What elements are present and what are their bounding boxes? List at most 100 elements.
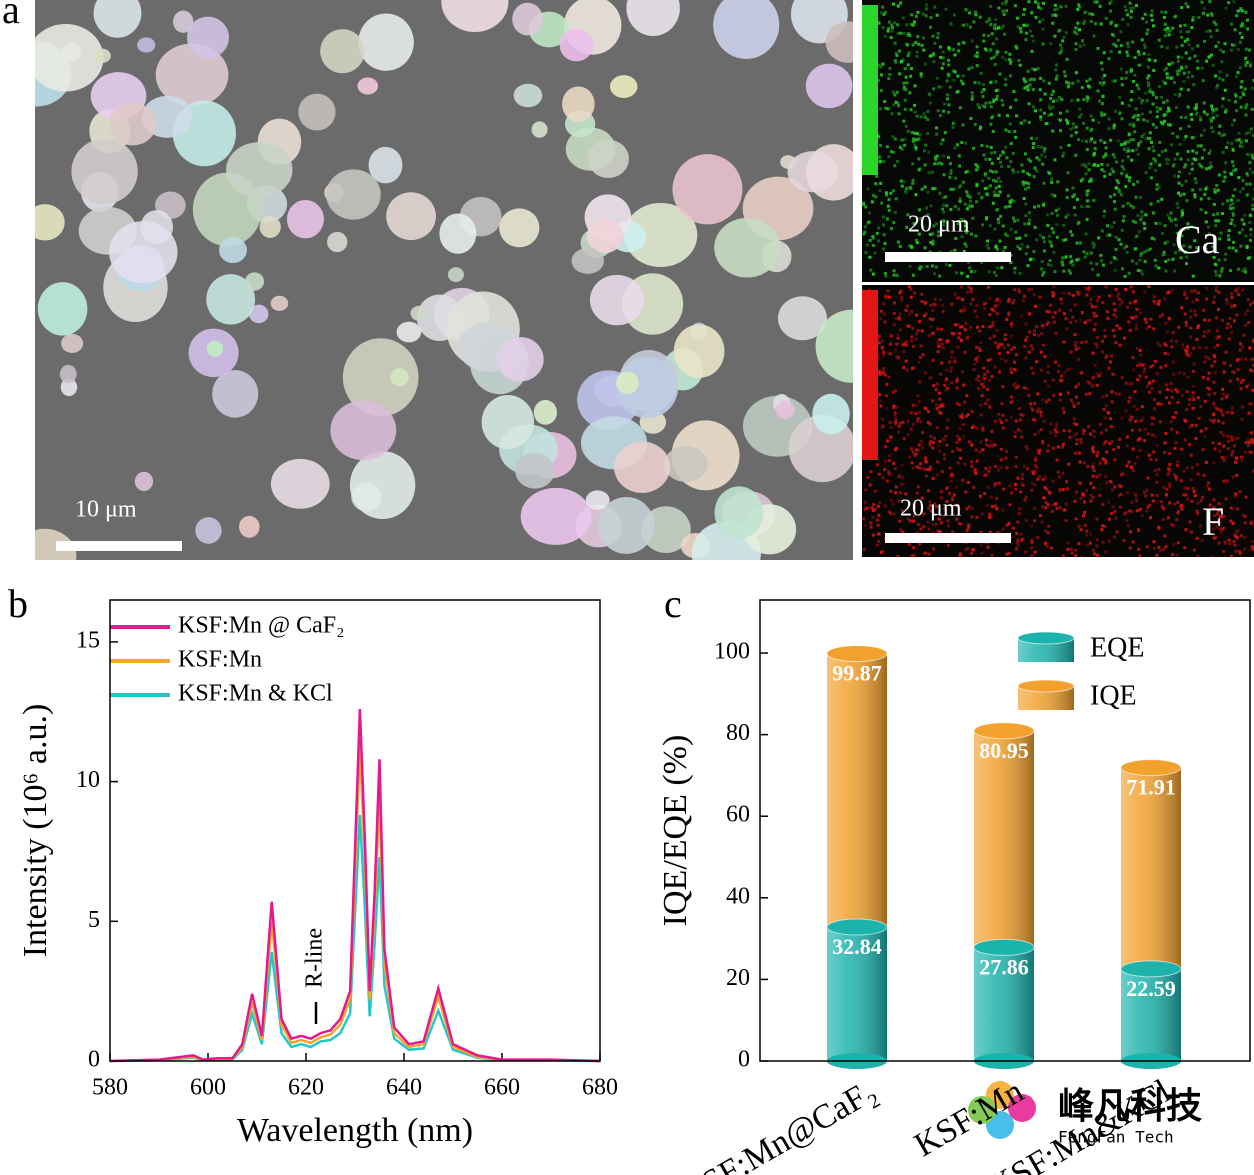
dot xyxy=(1186,76,1190,80)
dot xyxy=(972,485,976,489)
dot xyxy=(990,161,994,165)
dot xyxy=(1078,115,1082,119)
dot xyxy=(1068,435,1072,439)
dot xyxy=(1133,56,1137,60)
dot xyxy=(919,439,923,443)
dot xyxy=(1127,271,1131,275)
dot xyxy=(1059,297,1063,301)
dot xyxy=(959,309,963,313)
dot xyxy=(1162,250,1166,254)
dot xyxy=(1224,6,1228,10)
dot xyxy=(1041,42,1045,46)
dot xyxy=(1172,80,1176,84)
dot xyxy=(964,547,968,551)
dot xyxy=(1165,330,1169,334)
dot xyxy=(1230,160,1234,164)
dot xyxy=(1074,319,1078,323)
dot xyxy=(1164,432,1168,436)
dot xyxy=(874,122,878,126)
dot xyxy=(1195,103,1199,107)
dot xyxy=(904,75,908,79)
dot xyxy=(1070,551,1074,555)
map-bar xyxy=(862,290,878,460)
dot xyxy=(890,558,893,561)
dot xyxy=(1091,474,1095,478)
dot xyxy=(949,250,953,254)
dot xyxy=(863,230,867,234)
dot xyxy=(918,208,922,212)
dot xyxy=(1232,0,1236,4)
dot xyxy=(958,448,962,452)
dot xyxy=(959,325,963,329)
dot xyxy=(1009,160,1013,164)
dot xyxy=(1024,356,1028,360)
dot xyxy=(1197,16,1201,20)
dot xyxy=(1179,256,1183,260)
dot xyxy=(1039,98,1043,102)
particle xyxy=(610,75,638,99)
data-label: 80.95 xyxy=(979,738,1029,763)
dot xyxy=(1214,536,1218,540)
dot xyxy=(1025,467,1029,471)
dot xyxy=(947,524,951,528)
dot xyxy=(1103,113,1107,117)
dot xyxy=(1252,197,1254,201)
dot xyxy=(1212,213,1216,217)
dot xyxy=(963,220,967,224)
dot xyxy=(1189,453,1193,457)
dot xyxy=(1065,109,1069,113)
dot xyxy=(1248,302,1252,306)
dot xyxy=(1021,298,1025,302)
dot xyxy=(916,485,920,489)
dot xyxy=(962,249,966,253)
dot xyxy=(1129,285,1133,289)
y-tick-label: 80 xyxy=(726,720,750,746)
dot xyxy=(1225,301,1229,305)
dot xyxy=(1063,556,1067,557)
dot xyxy=(962,558,965,561)
dot xyxy=(1144,91,1148,95)
dot xyxy=(1233,224,1237,228)
dot xyxy=(992,334,996,338)
particle xyxy=(173,10,194,33)
dot xyxy=(1131,316,1135,320)
dot xyxy=(1032,250,1036,254)
dot xyxy=(920,299,924,303)
dot xyxy=(1226,393,1230,397)
dot xyxy=(1221,202,1225,206)
dot xyxy=(913,84,917,88)
dot xyxy=(1147,83,1151,87)
dot xyxy=(1082,514,1086,518)
dot xyxy=(1226,234,1230,238)
dot xyxy=(1099,111,1103,115)
dot xyxy=(1089,481,1093,485)
dot xyxy=(993,150,997,154)
dot xyxy=(1201,376,1205,380)
dot xyxy=(1180,394,1184,398)
dot xyxy=(1040,323,1044,327)
dot xyxy=(986,545,990,549)
dot xyxy=(1106,316,1110,320)
dot xyxy=(1229,519,1233,523)
dot xyxy=(1066,213,1070,217)
dot xyxy=(1178,24,1182,28)
dot xyxy=(1151,93,1155,97)
dot xyxy=(874,135,878,139)
dot xyxy=(1188,520,1192,524)
dot xyxy=(1134,327,1138,331)
dot xyxy=(1152,450,1156,454)
dot xyxy=(1124,76,1128,80)
dot xyxy=(1219,507,1223,511)
dot xyxy=(1163,351,1167,355)
dot xyxy=(893,211,897,215)
dot xyxy=(1236,507,1240,511)
dot xyxy=(905,225,909,229)
dot xyxy=(994,245,998,249)
dot xyxy=(1205,59,1209,63)
dot xyxy=(1241,145,1245,149)
dot xyxy=(1149,176,1153,180)
dot xyxy=(912,137,916,141)
dot xyxy=(1139,311,1143,315)
dot xyxy=(997,412,1001,416)
dot xyxy=(1149,457,1153,461)
